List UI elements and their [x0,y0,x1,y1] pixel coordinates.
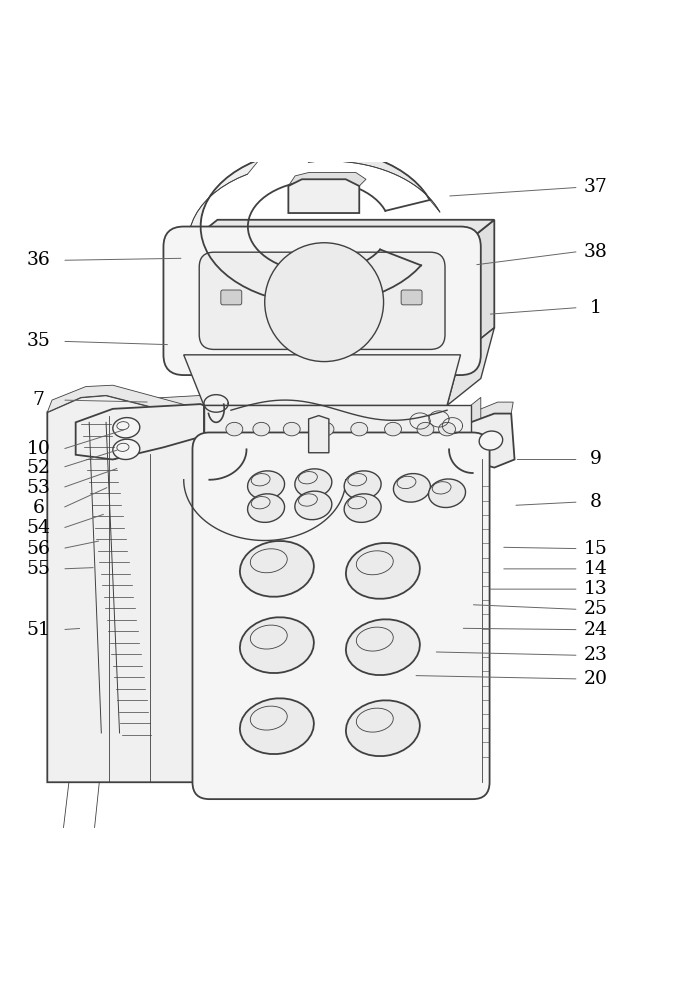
FancyBboxPatch shape [193,432,490,799]
Ellipse shape [351,422,367,436]
Ellipse shape [346,619,420,675]
Ellipse shape [344,494,381,522]
Text: 36: 36 [26,251,50,269]
Polygon shape [447,328,494,405]
Polygon shape [298,149,440,212]
Ellipse shape [247,471,285,499]
Ellipse shape [439,422,456,436]
Polygon shape [184,355,460,405]
Text: 10: 10 [26,440,50,458]
Polygon shape [204,405,471,453]
Ellipse shape [295,469,332,497]
Polygon shape [76,404,204,459]
Polygon shape [460,220,494,355]
Ellipse shape [113,439,140,460]
Text: 13: 13 [584,580,607,598]
Circle shape [264,243,384,362]
Polygon shape [288,179,359,213]
Text: 25: 25 [584,600,607,618]
Text: 52: 52 [26,459,51,477]
Text: 1: 1 [590,299,601,317]
Ellipse shape [283,422,300,436]
Text: 56: 56 [26,540,50,558]
Ellipse shape [428,479,466,508]
FancyBboxPatch shape [199,252,445,349]
Polygon shape [473,441,483,782]
Text: 53: 53 [26,479,50,497]
Text: 35: 35 [26,332,50,350]
Ellipse shape [346,700,420,756]
Polygon shape [288,173,366,186]
Ellipse shape [344,471,381,499]
Ellipse shape [240,617,314,673]
Text: 24: 24 [584,621,607,639]
Text: 8: 8 [590,493,601,511]
FancyBboxPatch shape [221,290,242,305]
Polygon shape [47,395,204,782]
Text: 37: 37 [584,178,607,196]
Text: 55: 55 [26,560,51,578]
Polygon shape [76,395,204,422]
Text: 20: 20 [584,670,607,688]
Ellipse shape [317,422,334,436]
Text: 15: 15 [584,540,607,558]
Polygon shape [471,414,515,468]
Text: 7: 7 [33,391,45,409]
Text: 54: 54 [26,519,51,537]
Ellipse shape [240,698,314,754]
Ellipse shape [253,422,270,436]
FancyBboxPatch shape [163,227,481,375]
Ellipse shape [346,543,420,599]
Ellipse shape [479,431,502,450]
Ellipse shape [226,422,243,436]
Polygon shape [47,385,207,420]
Polygon shape [308,416,329,453]
Text: 14: 14 [584,560,607,578]
Text: 51: 51 [26,621,50,639]
Polygon shape [188,159,421,319]
Ellipse shape [247,494,285,522]
Polygon shape [184,220,494,247]
Text: 6: 6 [33,499,45,517]
Ellipse shape [417,422,434,436]
Polygon shape [471,402,513,422]
Polygon shape [471,397,481,453]
Ellipse shape [295,491,332,520]
Ellipse shape [240,541,314,597]
Ellipse shape [113,418,140,438]
FancyBboxPatch shape [401,290,422,305]
Text: 23: 23 [584,646,607,664]
Text: 9: 9 [590,450,601,468]
Ellipse shape [384,422,401,436]
Ellipse shape [393,474,431,502]
Text: 38: 38 [584,243,607,261]
